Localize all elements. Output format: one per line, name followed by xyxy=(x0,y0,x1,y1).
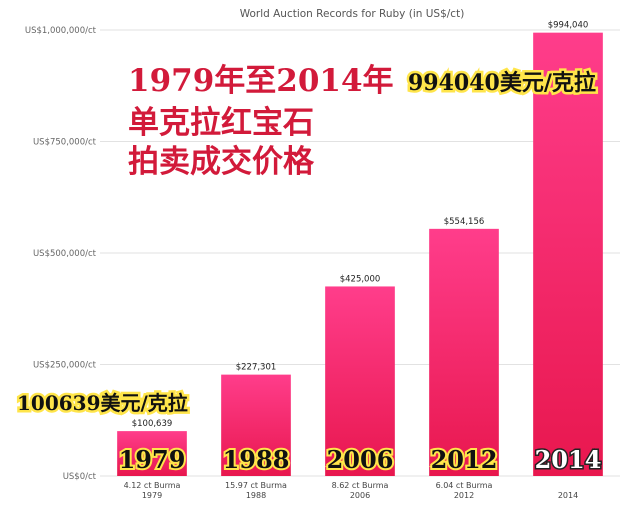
y-tick-label: US$500,000/ct xyxy=(33,249,97,259)
bar xyxy=(325,286,395,476)
value-label: $554,156 xyxy=(444,217,485,227)
x-tick-label: 6.04 ct Burma xyxy=(436,481,493,490)
y-tick-label: US$250,000/ct xyxy=(33,361,97,371)
x-tick-label: 8.62 ct Burma xyxy=(332,481,389,490)
value-labels: $100,639 $227,301 $425,000 $554,156 $994,040 xyxy=(132,21,589,429)
bar xyxy=(221,374,291,476)
value-label: $994,040 xyxy=(548,21,589,31)
x-tick-label: 15.97 ct Burma xyxy=(225,481,287,490)
x-tick-label: 1988 xyxy=(246,491,266,500)
axis-labels: US$0/ct US$250,000/ct US$500,000/ct US$750,… xyxy=(25,26,578,500)
x-tick-label: 4.12 ct Burma xyxy=(124,481,181,490)
year-tag: 2012 xyxy=(431,445,498,474)
headline-line-2: 单克拉红宝石 xyxy=(128,105,314,141)
x-tick-label: 2012 xyxy=(454,491,474,500)
year-tag: 2006 xyxy=(327,445,394,474)
low-price-note: 100639美元/克拉 xyxy=(17,391,188,415)
bar xyxy=(533,32,603,476)
y-tick-label: US$750,000/ct xyxy=(33,138,97,148)
y-tick-label: US$0/ct xyxy=(63,472,97,482)
year-tags: 1979 1988 2006 2012 2014 xyxy=(117,443,603,476)
bar xyxy=(429,228,499,476)
headline-line-1: 1979年至2014年 xyxy=(128,63,394,99)
headline-overlay: 1979年至2014年 单克拉红宝石 拍卖成交价格 xyxy=(126,61,397,183)
bar xyxy=(117,431,187,476)
year-tag: 2014 xyxy=(535,445,602,474)
value-label: $100,639 xyxy=(132,419,173,429)
value-label: $227,301 xyxy=(236,363,277,373)
year-tag: 1988 xyxy=(223,445,290,474)
x-tick-label: 2006 xyxy=(350,491,370,500)
headline-line-3: 拍卖成交价格 xyxy=(128,144,315,180)
x-tick-label: 2014 xyxy=(558,491,578,500)
chart-title: World Auction Records for Ruby (in US$/c… xyxy=(240,8,465,20)
top-price-note: 994040美元/克拉 xyxy=(408,70,596,96)
value-label: $425,000 xyxy=(340,274,381,284)
y-tick-label: US$1,000,000/ct xyxy=(25,26,97,36)
bars xyxy=(117,32,603,476)
year-tag: 1979 xyxy=(119,445,186,474)
x-tick-label: 1979 xyxy=(142,491,162,500)
